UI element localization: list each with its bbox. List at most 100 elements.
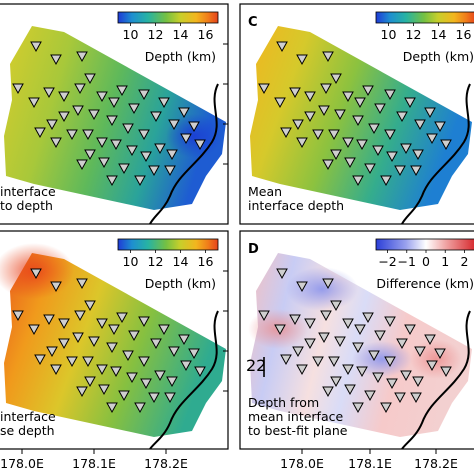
station-marker	[72, 105, 84, 117]
station-marker	[138, 356, 150, 368]
station-marker	[412, 149, 424, 161]
station-marker	[84, 376, 96, 388]
station-marker	[138, 129, 150, 141]
station-marker	[258, 310, 270, 322]
panel-frame	[239, 3, 474, 225]
station-marker	[108, 324, 120, 336]
station-marker	[118, 390, 130, 402]
station-marker	[122, 123, 134, 135]
station-marker	[334, 109, 346, 121]
station-marker	[138, 89, 150, 101]
station-marker	[276, 41, 288, 53]
station-marker	[330, 73, 342, 85]
station-marker	[180, 360, 192, 372]
station-marker	[372, 372, 384, 384]
station-marker	[304, 318, 316, 330]
station-marker	[194, 366, 206, 378]
station-marker	[330, 300, 342, 312]
station-marker	[334, 336, 346, 348]
station-marker	[414, 346, 426, 358]
station-marker	[342, 364, 354, 376]
station-marker	[74, 310, 86, 322]
station-marker	[400, 370, 412, 382]
colorbar-tick-label: 14	[431, 27, 447, 42]
station-marker	[126, 372, 138, 384]
station-marker	[30, 268, 42, 280]
station-marker	[28, 324, 40, 336]
station-marker	[330, 376, 342, 388]
station-marker	[154, 370, 166, 382]
station-marker	[380, 175, 392, 187]
colorbar	[375, 11, 474, 24]
x-tick-label: 178.0E	[0, 456, 44, 471]
station-marker	[126, 145, 138, 157]
x-tick-label: 178.2E	[414, 456, 458, 471]
station-marker	[318, 105, 330, 117]
station-marker	[34, 127, 46, 139]
station-marker	[384, 89, 396, 101]
station-marker	[84, 73, 96, 85]
station-marker	[164, 392, 176, 404]
station-marker	[96, 364, 108, 376]
station-marker	[82, 129, 94, 141]
station-marker	[150, 338, 162, 350]
station-marker	[43, 314, 55, 326]
station-marker	[188, 121, 200, 133]
station-marker	[434, 348, 446, 360]
station-marker	[140, 378, 152, 390]
station-marker	[330, 149, 342, 161]
station-marker	[322, 159, 334, 171]
station-marker	[128, 330, 140, 342]
station-marker	[76, 159, 88, 171]
station-marker	[148, 392, 160, 404]
station-marker	[76, 278, 88, 290]
panel-frame	[239, 230, 474, 450]
station-marker	[312, 129, 324, 141]
colorbar-label: Depth (km)	[145, 276, 216, 291]
station-marker	[410, 392, 422, 404]
station-marker	[394, 392, 406, 404]
station-marker	[296, 137, 308, 149]
panel-caption-line: interface depth	[248, 198, 344, 213]
station-marker	[318, 332, 330, 344]
station-marker	[194, 139, 206, 151]
station-marker	[312, 356, 324, 368]
panel-frame	[0, 3, 229, 225]
station-marker	[424, 334, 436, 346]
panel-letter: D	[248, 242, 259, 257]
station-marker	[320, 310, 332, 322]
station-marker	[72, 332, 84, 344]
station-marker	[178, 334, 190, 346]
station-marker	[168, 346, 180, 358]
station-marker	[116, 85, 128, 97]
station-marker	[138, 316, 150, 328]
station-marker	[258, 83, 270, 95]
station-marker	[354, 324, 366, 336]
station-marker	[384, 316, 396, 328]
station-marker	[342, 137, 354, 149]
station-marker	[106, 175, 118, 187]
panel-letter: C	[248, 15, 258, 30]
station-marker	[414, 119, 426, 131]
station-marker	[66, 129, 78, 141]
station-marker	[274, 97, 286, 109]
station-marker	[106, 402, 118, 414]
station-marker	[82, 356, 94, 368]
station-marker	[280, 127, 292, 139]
station-marker	[158, 97, 170, 109]
station-marker	[384, 356, 396, 368]
station-marker	[34, 354, 46, 366]
station-marker	[134, 402, 146, 414]
panel-caption-line: to best-fit plane	[248, 423, 348, 438]
colorbar-tick-label: 14	[173, 254, 189, 269]
station-marker	[12, 83, 24, 95]
station-marker	[322, 386, 334, 398]
x-tick-label: 178.1E	[348, 456, 392, 471]
station-marker	[84, 300, 96, 312]
colorbar-tick-label: 10	[381, 27, 397, 42]
colorbar-tick-label: 0	[422, 254, 430, 269]
